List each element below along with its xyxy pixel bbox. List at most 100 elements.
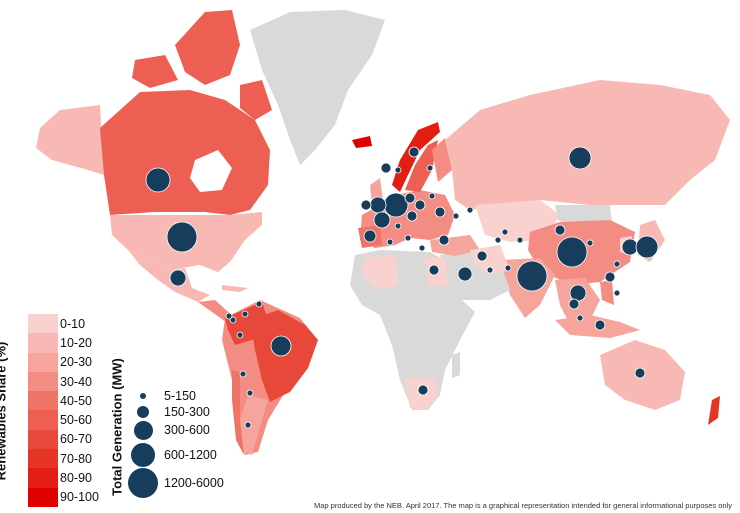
- legend-share-label: 50-60: [60, 413, 92, 428]
- generation-bubble: [383, 192, 409, 218]
- legend-share-item: 80-90: [28, 468, 120, 488]
- generation-bubble: [255, 300, 263, 308]
- generation-bubble: [486, 266, 494, 274]
- generation-bubble: [568, 298, 580, 310]
- legend-share-swatch: [28, 352, 58, 372]
- region-northern-andes: [225, 302, 268, 345]
- legend-generation-item: 1200-6000: [128, 468, 224, 498]
- generation-bubble: [634, 367, 646, 379]
- region-hudson-bay: [190, 150, 232, 192]
- legend-generation-dot: [133, 420, 153, 440]
- legend-generation-item: 600-1200: [128, 443, 217, 467]
- generation-bubble: [457, 266, 473, 282]
- legend-generation-item: 300-600: [128, 420, 210, 440]
- legend-renewables-share: 0-10 10-20 20-30 30-40 40-50 50-60 60-70 70-80 8…: [28, 314, 120, 507]
- generation-bubble: [406, 210, 418, 222]
- legend-share-swatch: [28, 429, 58, 450]
- generation-bubble: [244, 421, 252, 429]
- generation-bubble: [229, 316, 237, 324]
- generation-bubble: [504, 264, 512, 272]
- generation-bubble: [404, 234, 412, 242]
- legend-generation-dot: [128, 468, 158, 498]
- region-alaska: [36, 105, 104, 175]
- generation-bubble: [516, 260, 548, 292]
- region-algeria: [362, 255, 398, 290]
- generation-bubble: [145, 167, 171, 193]
- generation-bubble: [380, 162, 392, 174]
- generation-bubble: [516, 236, 524, 244]
- generation-bubble: [270, 335, 292, 357]
- generation-bubble: [576, 314, 584, 322]
- legend-generation-item: 150-300: [128, 405, 210, 419]
- generation-bubble: [241, 310, 249, 318]
- legend-share-item: 10-20: [28, 333, 120, 353]
- legend-generation-dot: [131, 443, 155, 467]
- legend-share-label: 60-70: [60, 432, 92, 447]
- generation-bubble: [404, 192, 416, 204]
- region-greenland: [250, 10, 385, 165]
- legend-total-generation: 5-150 150-300 300-600 600-1200 1200-6000: [128, 384, 238, 504]
- legend-renewables-title: Renewables Share (%): [0, 341, 9, 481]
- generation-bubble: [556, 236, 588, 268]
- region-canada-arctic-2: [132, 55, 178, 88]
- legend-share-swatch: [28, 314, 58, 334]
- region-philippines: [600, 280, 614, 305]
- region-iceland: [352, 136, 372, 148]
- generation-bubble: [408, 146, 420, 158]
- legend-share-item: 20-30: [28, 352, 120, 372]
- legend-share-swatch: [28, 333, 58, 353]
- generation-bubble: [236, 331, 244, 339]
- legend-share-label: 0-10: [60, 316, 86, 331]
- legend-share-swatch: [28, 487, 58, 507]
- legend-generation-dot: [137, 406, 149, 418]
- generation-bubble: [394, 222, 402, 230]
- generation-bubble: [428, 192, 436, 200]
- generation-bubble: [568, 146, 592, 170]
- region-russia: [445, 80, 730, 210]
- legend-generation-dot: [140, 393, 146, 399]
- generation-bubble: [554, 224, 566, 236]
- legend-share-label: 80-90: [60, 471, 92, 486]
- legend-share-swatch: [28, 371, 58, 392]
- generation-bubble: [476, 250, 488, 262]
- legend-share-item: 50-60: [28, 410, 120, 430]
- region-caribbean: [222, 285, 248, 292]
- region-africa: [350, 250, 475, 410]
- region-canada: [100, 90, 270, 215]
- region-sweden: [405, 140, 438, 192]
- generation-bubble: [386, 238, 394, 246]
- generation-bubble: [394, 166, 402, 174]
- region-brazil: [250, 310, 318, 402]
- generation-bubble: [466, 206, 474, 214]
- generation-bubble: [417, 384, 429, 396]
- generation-bubble: [621, 238, 639, 256]
- legend-share-label: 10-20: [60, 335, 92, 350]
- generation-bubble: [635, 235, 659, 259]
- generation-bubble: [434, 206, 446, 218]
- legend-generation-label: 300-600: [164, 423, 210, 437]
- legend-share-item: 70-80: [28, 449, 120, 469]
- legend-share-item: 30-40: [28, 371, 120, 392]
- generation-bubble: [569, 284, 587, 302]
- generation-bubble: [369, 196, 387, 214]
- region-argentina: [240, 395, 268, 455]
- generation-bubble: [452, 212, 460, 220]
- generation-bubble: [501, 228, 509, 236]
- legend-share-swatch: [28, 449, 58, 469]
- generation-bubble: [166, 221, 198, 253]
- legend-generation-label: 1200-6000: [164, 476, 224, 490]
- region-canada-arctic-3: [240, 80, 272, 120]
- generation-bubble: [438, 234, 450, 246]
- generation-bubble: [414, 199, 426, 211]
- generation-bubble: [363, 229, 377, 243]
- region-canada-arctic: [175, 10, 240, 85]
- generation-bubble: [426, 164, 434, 172]
- legend-share-swatch: [28, 468, 58, 488]
- legend-generation-label: 600-1200: [164, 448, 217, 462]
- generation-bubble: [586, 239, 594, 247]
- legend-generation-item: 5-150: [128, 389, 196, 403]
- generation-bubble: [428, 264, 440, 276]
- legend-share-swatch: [28, 391, 58, 411]
- legend-generation-label: 150-300: [164, 405, 210, 419]
